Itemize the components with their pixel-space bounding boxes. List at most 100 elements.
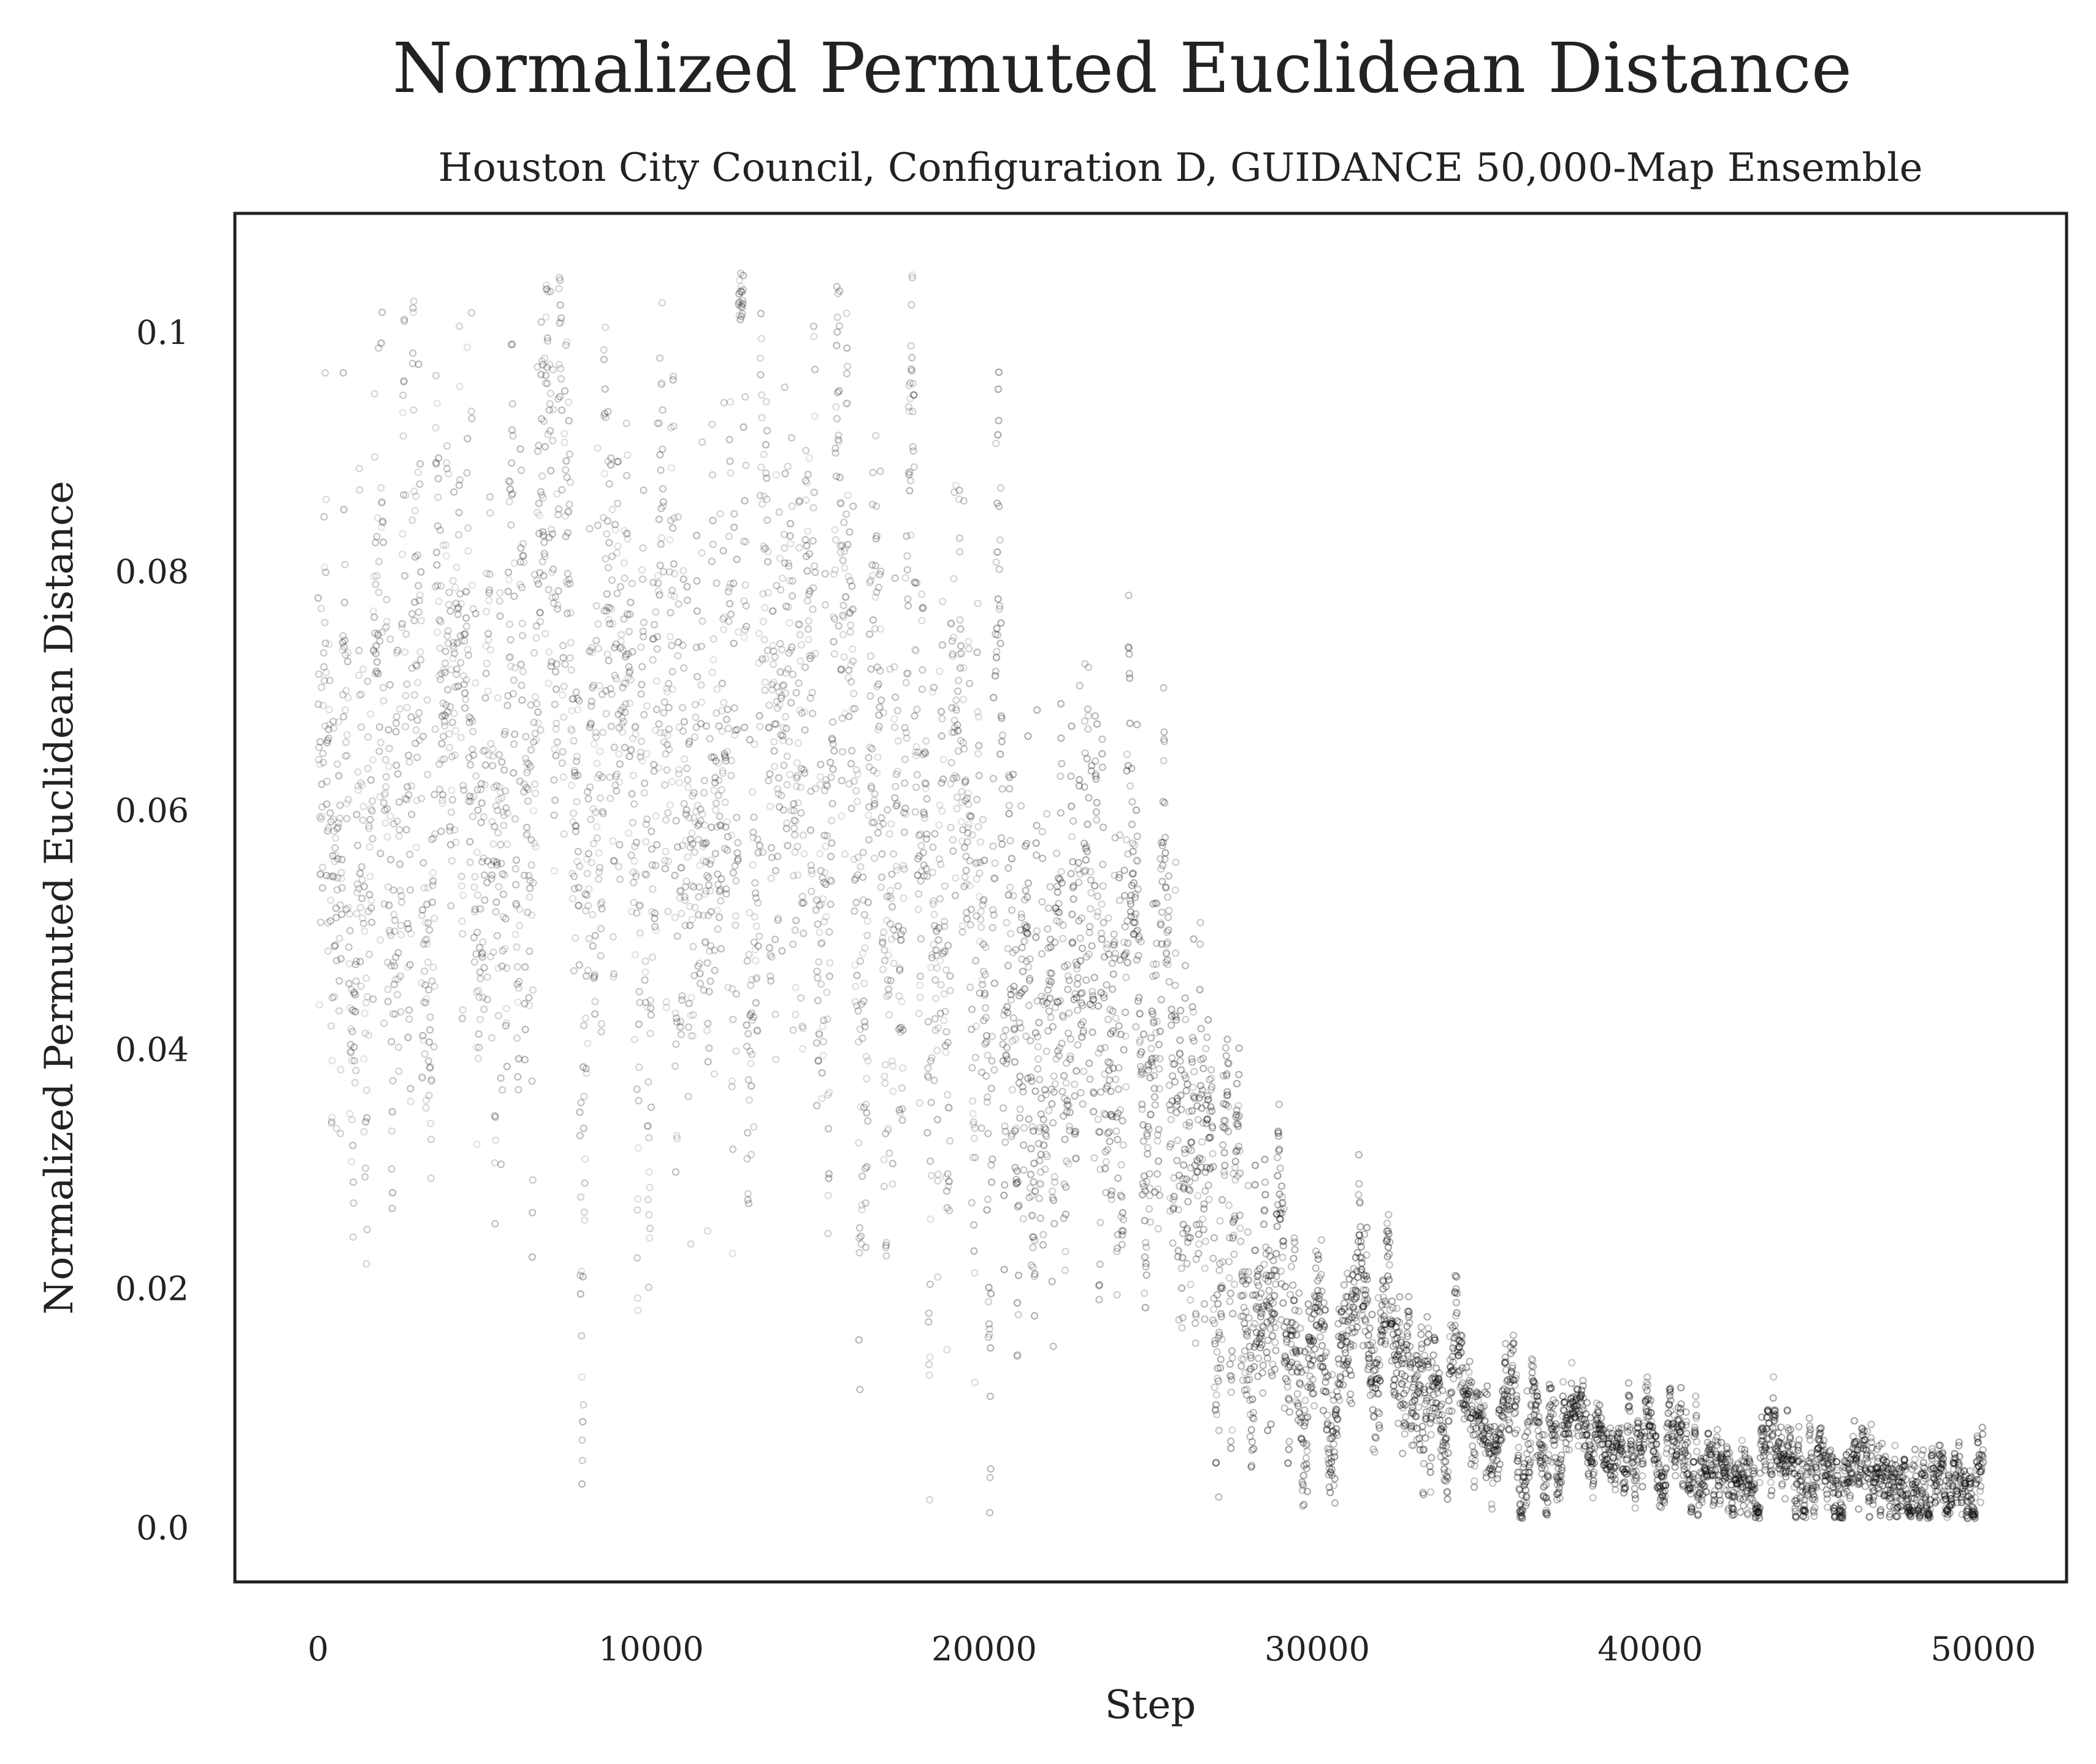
- data-point: [1039, 1115, 1047, 1123]
- data-point: [1120, 866, 1128, 874]
- data-point: [738, 301, 746, 309]
- data-point: [598, 690, 606, 698]
- data-point: [480, 1005, 488, 1014]
- data-point: [1067, 869, 1075, 878]
- data-point: [410, 691, 419, 699]
- data-point: [506, 485, 514, 494]
- data-point: [610, 857, 618, 865]
- data-point: [626, 666, 634, 674]
- data-point: [397, 922, 405, 930]
- data-point: [904, 595, 912, 603]
- data-point: [533, 576, 541, 584]
- data-point: [856, 1025, 864, 1033]
- data-point: [1098, 900, 1106, 908]
- data-point: [522, 831, 530, 839]
- data-point: [740, 423, 748, 431]
- data-point: [834, 436, 843, 444]
- data-point: [1030, 1178, 1038, 1186]
- data-point: [407, 713, 415, 721]
- data-point: [1047, 1014, 1055, 1021]
- data-point: [849, 705, 857, 713]
- data-point: [714, 759, 722, 767]
- data-point: [940, 917, 949, 926]
- data-point: [870, 819, 878, 827]
- data-point: [920, 861, 928, 869]
- data-point: [787, 540, 795, 548]
- data-point: [334, 823, 342, 831]
- data-point: [679, 575, 687, 583]
- data-point: [653, 645, 661, 653]
- data-point: [578, 1457, 586, 1465]
- data-point: [718, 727, 726, 735]
- data-point: [570, 737, 578, 745]
- data-point: [1160, 684, 1168, 692]
- data-point: [711, 806, 720, 814]
- data-point: [782, 825, 790, 833]
- data-point: [689, 883, 698, 891]
- data-point: [760, 604, 769, 612]
- data-point: [698, 617, 706, 625]
- data-point: [676, 1018, 684, 1026]
- data-point: [336, 801, 344, 809]
- data-point: [618, 707, 625, 715]
- data-point: [1032, 851, 1041, 859]
- data-point: [946, 1177, 954, 1185]
- data-point: [324, 827, 332, 835]
- data-point: [769, 660, 778, 668]
- data-point: [827, 877, 835, 885]
- data-point: [337, 874, 345, 883]
- data-point: [584, 850, 593, 858]
- data-point: [1366, 1324, 1374, 1332]
- data-point: [836, 287, 844, 295]
- data-point: [760, 492, 768, 500]
- data-point: [955, 486, 963, 494]
- data-point: [583, 1069, 591, 1077]
- data-point: [744, 1196, 752, 1204]
- data-point: [873, 769, 881, 777]
- data-point: [489, 762, 497, 770]
- data-point: [1276, 1164, 1284, 1172]
- data-point: [459, 892, 467, 899]
- data-point: [963, 915, 971, 923]
- data-point: [465, 792, 474, 800]
- data-point: [419, 732, 427, 741]
- data-point: [679, 664, 688, 672]
- data-point: [830, 747, 838, 755]
- data-point: [323, 800, 331, 808]
- data-point: [364, 677, 372, 685]
- data-point: [359, 914, 367, 922]
- data-point: [922, 785, 930, 793]
- data-point: [955, 495, 963, 503]
- data-point: [594, 620, 602, 628]
- data-point: [449, 638, 457, 646]
- data-point: [958, 787, 966, 796]
- data-point: [1126, 674, 1134, 682]
- data-point: [558, 759, 566, 767]
- data-point: [398, 624, 406, 632]
- data-point: [470, 792, 478, 801]
- data-point: [359, 665, 367, 673]
- points-layer: [314, 269, 1987, 1522]
- data-point: [706, 977, 714, 985]
- data-point: [953, 793, 962, 801]
- data-point: [476, 1015, 484, 1023]
- data-point: [895, 1025, 903, 1033]
- data-point: [415, 361, 423, 368]
- data-point: [788, 643, 796, 651]
- data-point: [786, 532, 794, 540]
- data-point: [749, 861, 757, 869]
- data-point: [474, 1055, 483, 1063]
- data-point: [386, 635, 394, 643]
- data-point: [829, 740, 837, 748]
- data-point: [665, 679, 673, 688]
- data-point: [688, 829, 696, 838]
- data-point: [717, 897, 725, 905]
- data-point: [773, 581, 781, 590]
- data-point: [428, 977, 436, 985]
- data-point: [592, 636, 600, 645]
- data-point: [846, 609, 854, 617]
- data-point: [1027, 1145, 1035, 1153]
- data-point: [1209, 1254, 1217, 1262]
- data-point: [409, 304, 417, 312]
- data-point: [865, 763, 873, 771]
